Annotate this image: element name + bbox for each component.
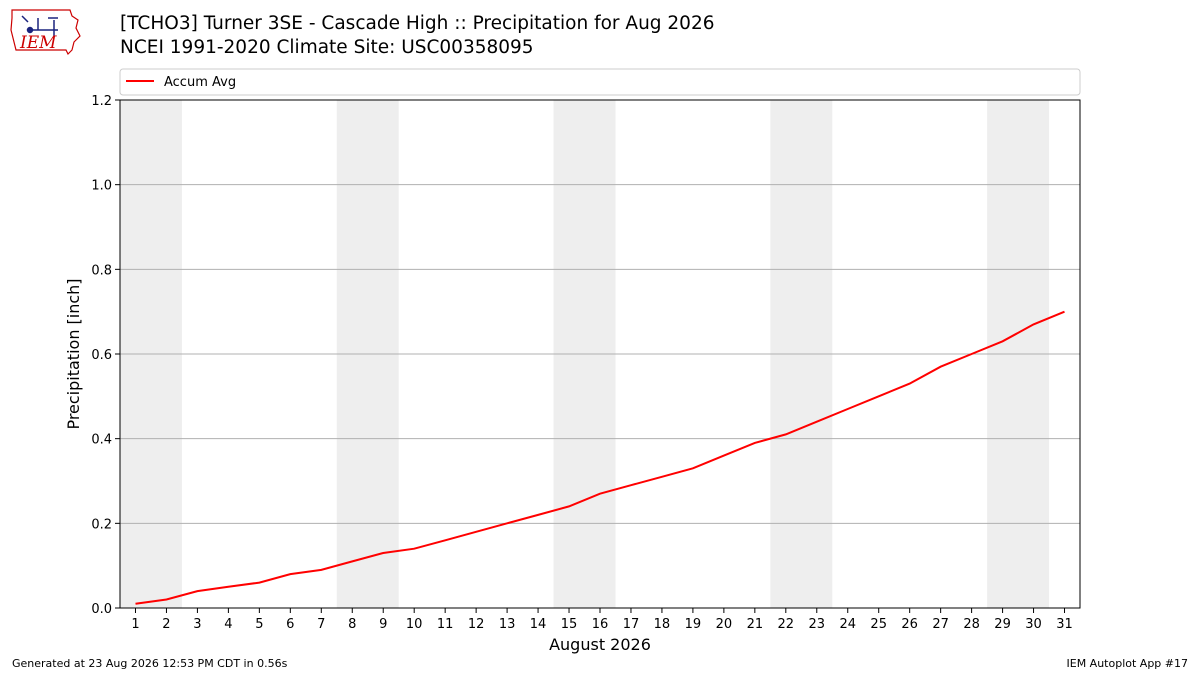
x-tick-label: 14 [530,617,547,632]
y-tick-label: 0.2 [91,517,112,532]
y-tick-label: 1.0 [91,179,112,194]
x-tick-label: 23 [809,617,826,632]
x-tick-label: 18 [654,617,671,632]
legend: Accum Avg [119,68,1081,96]
series-line-accum-avg [135,310,1065,605]
x-axis-ticks: 1 2 3 4 5 6 7 8 9 10 11 12 13 14 15 16 17 18 19 20 21 22 23 24 2… [131,608,1073,632]
footer-generated: Generated at 23 Aug 2026 12:53 PM CDT in… [12,657,288,670]
x-tick-label: 6 [286,617,294,632]
x-tick-label: 15 [561,617,578,632]
x-tick-label: 29 [994,617,1011,632]
x-tick-label: 26 [901,617,918,632]
logo-text: IEM [19,33,57,53]
x-tick-label: 20 [716,617,733,632]
x-tick-label: 2 [162,617,170,632]
x-tick-label: 19 [685,617,702,632]
x-tick-label: 30 [1025,617,1042,632]
title-line-1: [TCHO3] Turner 3SE - Cascade High :: Pre… [120,13,715,34]
x-tick-label: 10 [406,617,423,632]
x-tick-label: 31 [1056,617,1073,632]
x-tick-label: 11 [437,617,454,632]
y-tick-label: 0.0 [91,602,112,617]
footer-app-id: IEM Autoplot App #17 [1066,657,1189,670]
y-tick-label: 0.6 [91,348,112,363]
x-axis-label: August 2026 [549,635,651,654]
x-tick-label: 27 [932,617,949,632]
x-tick-label: 9 [379,617,387,632]
chart-title: [TCHO3] Turner 3SE - Cascade High :: Pre… [120,12,715,60]
title-line-2: NCEI 1991-2020 Climate Site: USC00358095 [120,37,534,58]
y-tick-label: 1.2 [91,94,112,109]
x-tick-label: 12 [468,617,485,632]
x-tick-label: 1 [131,617,139,632]
x-tick-label: 5 [255,617,263,632]
legend-box [119,68,1081,96]
y-axis-ticks: 0.0 0.2 0.4 0.6 0.8 1.0 1.2 [91,94,120,617]
x-tick-label: 4 [224,617,232,632]
x-tick-label: 3 [193,617,201,632]
x-tick-label: 21 [747,617,764,632]
iowa-outline [10,9,81,56]
y-axis-label: Precipitation [inch] [64,278,83,429]
x-tick-label: 13 [499,617,516,632]
x-tick-label: 16 [592,617,609,632]
iem-logo: IEM [10,9,81,56]
x-tick-label: 22 [778,617,795,632]
grid-lines [120,184,1080,524]
x-tick-label: 25 [870,617,887,632]
x-tick-label: 28 [963,617,980,632]
y-tick-label: 0.8 [91,263,112,278]
x-tick-label: 17 [623,617,640,632]
legend-label: Accum Avg [164,75,236,90]
y-tick-label: 0.4 [91,433,112,448]
x-tick-label: 24 [839,617,856,632]
weather-station-icon [21,15,58,36]
x-tick-label: 8 [348,617,356,632]
x-tick-label: 7 [317,617,325,632]
